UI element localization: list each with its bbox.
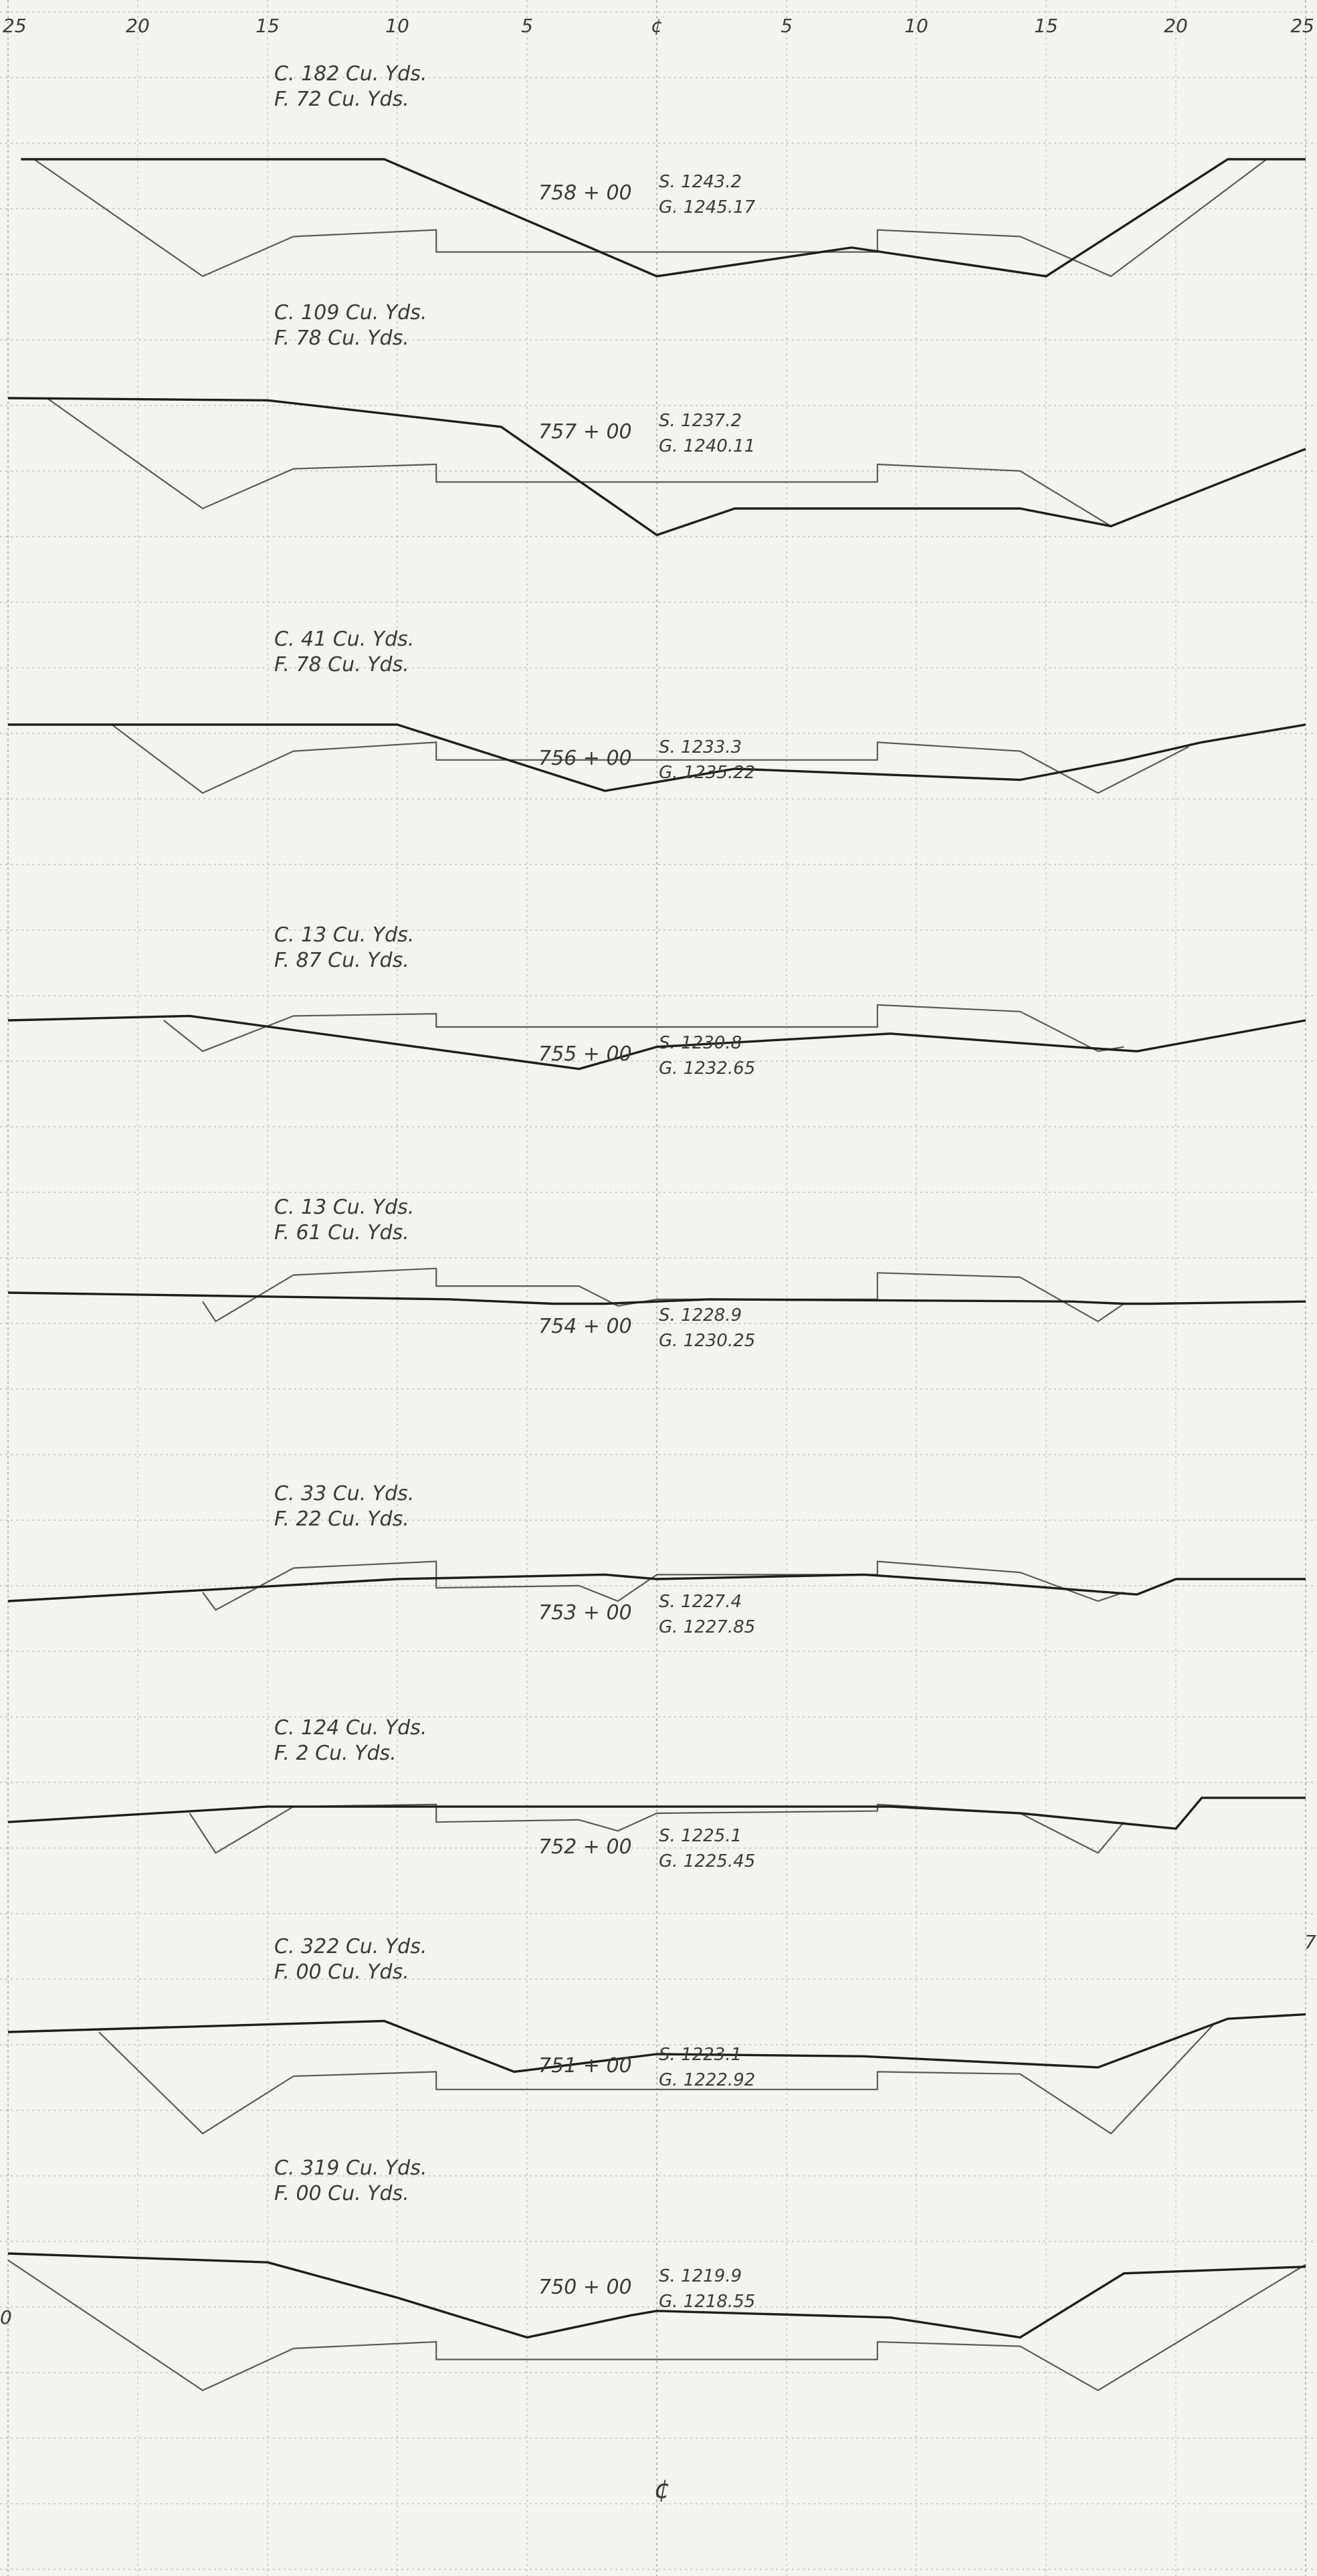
ground-profile-line bbox=[7, 1291, 1306, 1305]
sections: C. 182 Cu. Yds.F. 72 Cu. Yds. 758 + 00 S. … bbox=[7, 62, 1306, 2391]
edge-mark-left: 0 bbox=[0, 2306, 12, 2328]
design-template-line bbox=[98, 2023, 1216, 2134]
grade-elevation: G. 1218.55 bbox=[659, 2292, 755, 2312]
cut-volume: C. 124 Cu. Yds. bbox=[274, 1716, 427, 1740]
cross-section: C. 13 Cu. Yds.F. 87 Cu. Yds. 755 + 00 S. 1… bbox=[7, 923, 1306, 1079]
cross-section: C. 322 Cu. Yds.F. 00 Cu. Yds. 751 + 00 S. … bbox=[7, 1935, 1306, 2134]
offset-tick-label: 25 bbox=[3, 15, 27, 37]
cross-section: C. 33 Cu. Yds.F. 22 Cu. Yds. 753 + 00 S. 1… bbox=[7, 1482, 1306, 1637]
grade-elevation: G. 1245.17 bbox=[659, 197, 756, 217]
offset-tick-label: ¢ bbox=[651, 15, 663, 37]
cross-section: C. 41 Cu. Yds.F. 78 Cu. Yds. 756 + 00 S. 1… bbox=[8, 628, 1306, 794]
grade-elevation: G. 1235.22 bbox=[659, 763, 755, 783]
station-label: 755 + 00 bbox=[538, 1042, 632, 1066]
cut-volume: C. 182 Cu. Yds. bbox=[274, 62, 427, 86]
ground-profile-line bbox=[7, 1014, 1306, 1071]
fill-volume: F. 00 Cu. Yds. bbox=[274, 1960, 409, 1984]
subgrade-elevation: S. 1219.9 bbox=[659, 2266, 742, 2286]
grade-elevation: G. 1227.85 bbox=[659, 1617, 755, 1637]
cross-section: C. 124 Cu. Yds.F. 2 Cu. Yds. 752 + 00 S. 1… bbox=[7, 1716, 1306, 1871]
cross-section: C. 13 Cu. Yds.F. 61 Cu. Yds. 754 + 00 S. 1… bbox=[7, 1196, 1306, 1351]
station-label: 752 + 00 bbox=[538, 1835, 632, 1859]
offset-tick-label: 10 bbox=[904, 15, 928, 37]
offset-tick-label: 25 bbox=[1290, 15, 1314, 37]
fill-volume: F. 78 Cu. Yds. bbox=[274, 653, 409, 676]
grade-elevation: G. 1225.45 bbox=[659, 1851, 755, 1871]
cut-volume: C. 41 Cu. Yds. bbox=[274, 628, 414, 651]
cross-section: C. 182 Cu. Yds.F. 72 Cu. Yds. 758 + 00 S. … bbox=[21, 62, 1306, 278]
station-label: 751 + 00 bbox=[538, 2054, 632, 2078]
offset-tick-label: 5 bbox=[781, 15, 793, 37]
station-label: 753 + 00 bbox=[538, 1601, 632, 1625]
ground-profile-line bbox=[7, 1797, 1306, 1830]
offset-tick-label: 15 bbox=[1034, 15, 1058, 37]
offset-tick-label: 20 bbox=[126, 15, 150, 37]
cut-volume: C. 322 Cu. Yds. bbox=[274, 1935, 427, 1958]
station-label: 758 + 00 bbox=[538, 181, 632, 205]
station-label: 750 + 00 bbox=[538, 2276, 632, 2299]
grade-elevation: G. 1232.65 bbox=[659, 1059, 755, 1079]
ground-profile-line bbox=[21, 158, 1306, 278]
cut-volume: C. 109 Cu. Yds. bbox=[274, 301, 427, 325]
station-label: 757 + 00 bbox=[538, 420, 632, 444]
ground-profile-line bbox=[7, 2252, 1306, 2339]
fill-volume: F. 78 Cu. Yds. bbox=[274, 327, 409, 350]
station-label: 754 + 00 bbox=[538, 1315, 632, 1338]
ground-profile-line bbox=[7, 397, 1306, 537]
design-template-line bbox=[202, 1560, 1124, 1611]
cut-volume: C. 13 Cu. Yds. bbox=[274, 1196, 414, 1219]
offset-tick-label: 10 bbox=[385, 15, 409, 37]
station-label: 756 + 00 bbox=[538, 747, 632, 770]
fill-volume: F. 2 Cu. Yds. bbox=[274, 1742, 397, 1765]
subgrade-elevation: S. 1227.4 bbox=[659, 1592, 742, 1612]
fill-volume: F. 87 Cu. Yds. bbox=[274, 949, 409, 972]
subgrade-elevation: S. 1233.3 bbox=[659, 737, 742, 757]
cut-volume: C. 33 Cu. Yds. bbox=[274, 1482, 414, 1505]
subgrade-elevation: S. 1243.2 bbox=[659, 172, 742, 192]
ground-profile-line bbox=[8, 723, 1306, 792]
ground-profile-line bbox=[7, 2013, 1306, 2074]
offset-tick-label: 15 bbox=[256, 15, 280, 37]
cross-section: C. 109 Cu. Yds.F. 78 Cu. Yds. 757 + 00 S. … bbox=[7, 301, 1306, 537]
offset-axis: 25 20 15 10 5 ¢ 5 10 15 20 25 bbox=[3, 15, 1314, 37]
cut-volume: C. 13 Cu. Yds. bbox=[274, 923, 414, 947]
subgrade-elevation: S. 1237.2 bbox=[659, 411, 742, 431]
fill-volume: F. 22 Cu. Yds. bbox=[274, 1507, 409, 1531]
offset-tick-label: 5 bbox=[521, 15, 533, 37]
design-template-line bbox=[7, 2259, 1306, 2391]
fill-volume: F. 72 Cu. Yds. bbox=[274, 88, 409, 111]
design-template-line bbox=[46, 397, 1112, 527]
design-template-line bbox=[202, 1267, 1125, 1323]
cut-volume: C. 319 Cu. Yds. bbox=[274, 2156, 427, 2180]
ground-profile-line bbox=[7, 1573, 1306, 1602]
fill-volume: F. 61 Cu. Yds. bbox=[274, 1221, 409, 1245]
cross-section: C. 319 Cu. Yds.F. 00 Cu. Yds. 750 + 00 S. … bbox=[7, 2156, 1306, 2391]
offset-tick-label: 20 bbox=[1164, 15, 1188, 37]
grade-elevation: G. 1240.11 bbox=[659, 436, 755, 456]
edge-mark-right: 7 bbox=[1304, 1931, 1316, 1953]
fill-volume: F. 00 Cu. Yds. bbox=[274, 2182, 409, 2205]
design-template-line bbox=[33, 159, 1268, 277]
subgrade-elevation: S. 1223.1 bbox=[659, 2045, 742, 2065]
bottom-centerline-label: ¢ bbox=[654, 2474, 670, 2504]
design-template-line bbox=[163, 1004, 1124, 1052]
grade-elevation: G. 1230.25 bbox=[659, 1331, 755, 1351]
grade-elevation: G. 1222.92 bbox=[659, 2070, 755, 2090]
subgrade-elevation: S. 1230.8 bbox=[659, 1033, 742, 1053]
subgrade-elevation: S. 1228.9 bbox=[659, 1305, 742, 1325]
subgrade-elevation: S. 1225.1 bbox=[659, 1826, 742, 1846]
